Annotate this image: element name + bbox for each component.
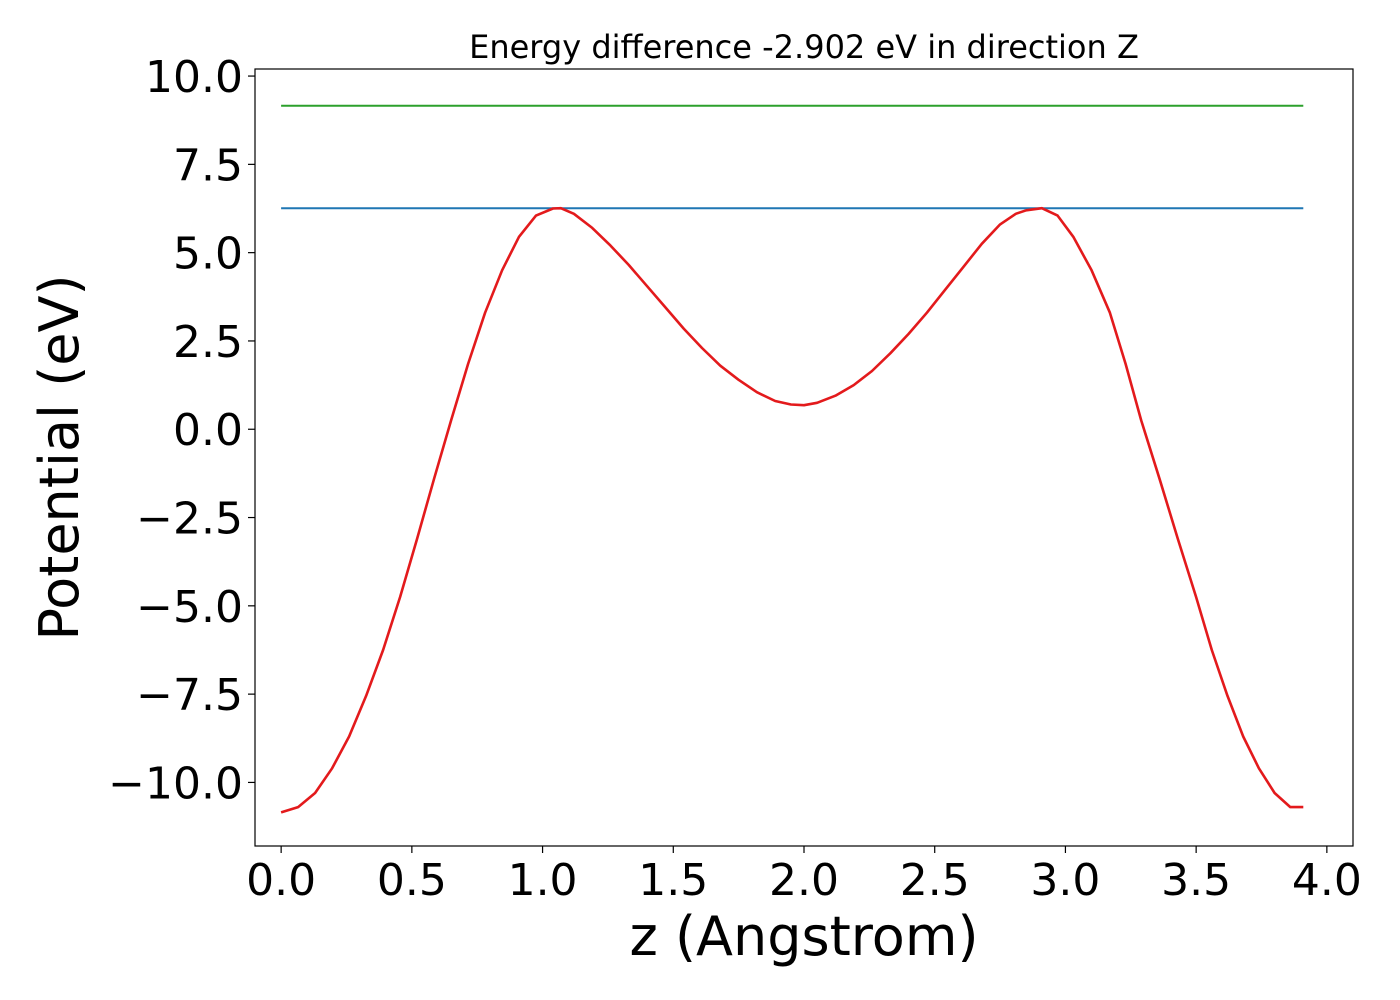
y-tick-label: 5.0 [173, 229, 243, 280]
series-layer [280, 104, 1304, 814]
x-tick-label: 0.5 [377, 855, 447, 906]
x-tick-label: 2.5 [900, 855, 970, 906]
x-tick-label: 1.0 [508, 855, 578, 906]
y-tick-label: 2.5 [173, 317, 243, 368]
y-tick-label: 7.5 [173, 140, 243, 191]
y-tick-label: 0.0 [173, 405, 243, 456]
y-tick-label: −7.5 [136, 670, 243, 721]
x-axis-ticks: 0.0 0.5 1.0 1.5 2.0 2.5 3.0 3.5 4.0 [246, 846, 1362, 906]
x-tick-label: 0.0 [246, 855, 316, 906]
x-axis-label: z (Angstrom) [629, 905, 978, 968]
potential-curve-line [280, 206, 1304, 814]
y-tick-label: 10.0 [145, 52, 243, 103]
x-tick-label: 2.0 [769, 855, 839, 906]
x-tick-label: 3.0 [1030, 855, 1100, 906]
plot-area-frame [254, 68, 1354, 847]
y-axis-label: Potential (eV) [28, 274, 91, 640]
y-tick-label: −2.5 [136, 494, 243, 545]
x-tick-label: 1.5 [638, 855, 708, 906]
chart-title: Energy difference -2.902 eV in direction… [469, 28, 1139, 66]
x-tick-label: 4.0 [1292, 855, 1362, 906]
y-axis-ticks: 10.0 7.5 5.0 2.5 0.0 −2.5 −5.0 −7.5 −10.0 [108, 52, 255, 809]
y-tick-label: −5.0 [136, 582, 243, 633]
y-tick-label: −10.0 [108, 758, 243, 809]
x-tick-label: 3.5 [1161, 855, 1231, 906]
